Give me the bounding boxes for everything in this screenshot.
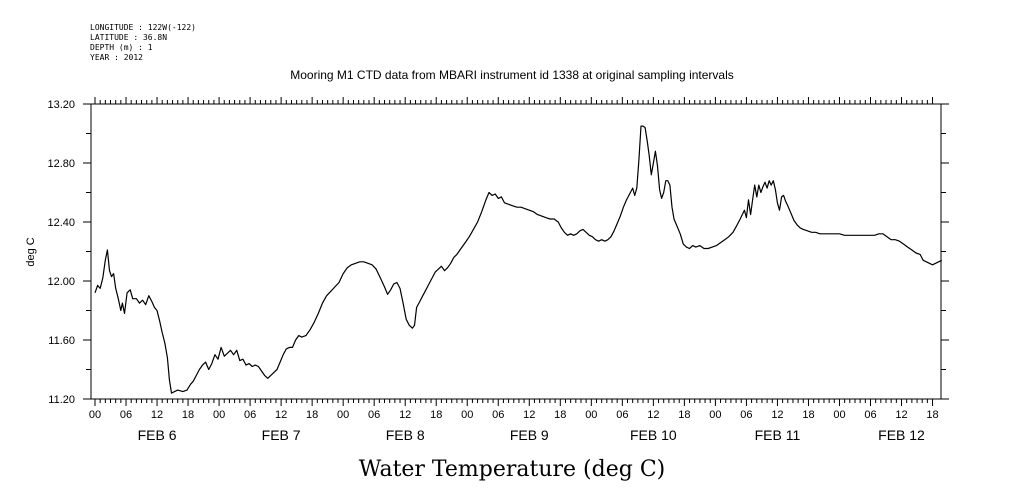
y-tick-label: 11.60 (48, 335, 75, 347)
x-tick-label: 18 (306, 409, 318, 421)
x-tick-label: 00 (833, 409, 845, 421)
y-tick-label: 13.20 (47, 99, 75, 111)
meta-latitude: LATITUDE : 36.8N (90, 33, 167, 42)
chart-title: Mooring M1 CTD data from MBARI instrumen… (290, 68, 734, 82)
temperature-series-line (95, 126, 942, 393)
x-day-label: FEB 9 (510, 427, 549, 443)
x-tick-label: 12 (895, 409, 907, 421)
x-tick-label: 00 (337, 409, 349, 421)
x-tick-label: 00 (585, 409, 597, 421)
x-day-label: FEB 6 (138, 427, 177, 443)
temperature-chart: LONGITUDE : 122W(-122) LATITUDE : 36.8N … (0, 0, 1009, 504)
y-axis-label: deg C (25, 237, 37, 266)
x-tick-label: 12 (771, 409, 783, 421)
meta-longitude: LONGITUDE : 122W(-122) (90, 23, 196, 32)
x-tick-label: 06 (244, 409, 256, 421)
x-tick-label: 06 (616, 409, 628, 421)
x-tick-label: 00 (461, 409, 473, 421)
x-tick-label: 12 (523, 409, 535, 421)
x-tick-label: 06 (368, 409, 380, 421)
x-tick-label: 12 (275, 409, 287, 421)
meta-depth: DEPTH (m) : 1 (90, 43, 153, 52)
x-tick-label: 06 (864, 409, 876, 421)
x-tick-label: 18 (182, 409, 194, 421)
y-tick-label: 12.00 (47, 276, 75, 288)
x-tick-label: 06 (740, 409, 752, 421)
y-tick-label: 11.20 (48, 394, 75, 406)
x-tick-label: 18 (802, 409, 814, 421)
x-day-label: FEB 10 (630, 427, 677, 443)
x-day-label: FEB 12 (878, 427, 925, 443)
x-axis-title: Water Temperature (deg C) (359, 457, 666, 482)
x-tick-label: 00 (709, 409, 721, 421)
meta-year: YEAR : 2012 (90, 53, 143, 62)
series-group (95, 126, 942, 393)
y-tick-label: 12.40 (47, 217, 75, 229)
x-tick-label: 18 (430, 409, 442, 421)
y-tick-label: 12.80 (47, 158, 75, 170)
x-tick-label: 00 (89, 409, 101, 421)
x-tick-label: 12 (399, 409, 411, 421)
x-tick-label: 12 (647, 409, 659, 421)
x-tick-label: 06 (492, 409, 504, 421)
x-tick-label: 06 (120, 409, 132, 421)
x-day-label: FEB 7 (262, 427, 301, 443)
x-tick-label: 18 (678, 409, 690, 421)
x-day-label: FEB 8 (386, 427, 425, 443)
plot-frame (91, 104, 941, 399)
x-day-label: FEB 11 (755, 427, 801, 443)
x-tick-label: 18 (926, 409, 938, 421)
x-tick-label: 12 (151, 409, 163, 421)
x-tick-label: 18 (554, 409, 566, 421)
x-tick-label: 00 (213, 409, 225, 421)
